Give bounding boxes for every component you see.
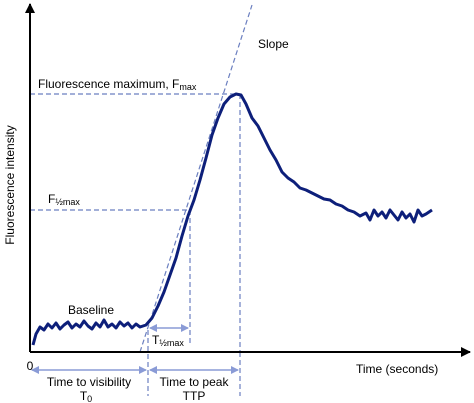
peak-label: Time to peak [160,375,230,389]
peak-symbol: TTP [183,389,206,403]
origin-label: 0 [27,359,34,373]
visibility-symbol-text: T [80,389,88,403]
fhalf-text: F [48,192,55,206]
thalf-label: T½max [152,333,184,348]
baseline-label: Baseline [68,303,114,317]
guides [30,4,253,396]
visibility-symbol-sub: 0 [87,394,92,403]
curve [31,92,433,346]
x-axis-label: Time (seconds) [356,362,438,376]
fmax-label: Fluorescence maximum, Fmax [38,77,197,92]
fhalf-label: F½max [48,192,80,207]
thalf-sub: ½max [159,338,184,348]
visibility-symbol: T0 [80,389,92,403]
fhalf-sub: ½max [55,197,80,207]
y-axis-label: Fluorescence intensity [3,125,17,244]
thalf-text: T [152,333,160,347]
fmax-text: Fluorescence maximum, F [38,77,179,91]
fmax-sub: max [179,82,197,92]
visibility-label: Time to visibility [47,375,131,389]
slope-label: Slope [258,37,289,51]
